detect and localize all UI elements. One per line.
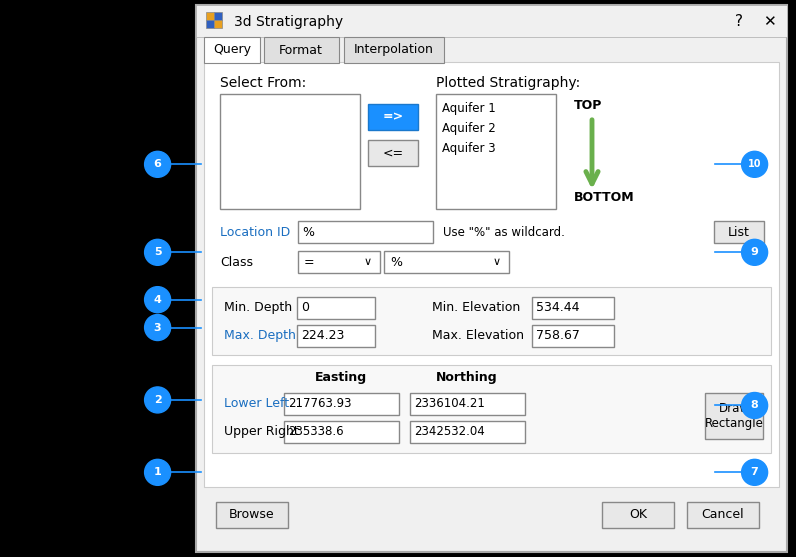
Text: 217763.93: 217763.93 (288, 397, 352, 410)
Bar (344, 37, 444, 63)
Bar (196, 5, 787, 37)
Bar (204, 62, 779, 487)
Text: 5: 5 (154, 247, 162, 257)
Text: 7: 7 (751, 467, 759, 477)
Text: 534.44: 534.44 (536, 301, 579, 314)
Text: 3: 3 (154, 323, 162, 333)
Text: 3d Stratigraphy: 3d Stratigraphy (234, 15, 343, 29)
Text: Aquifer 3: Aquifer 3 (442, 142, 496, 155)
Text: =: = (304, 256, 314, 269)
Text: Query: Query (213, 43, 251, 56)
Text: 1: 1 (154, 467, 162, 477)
Text: Min. Depth: Min. Depth (224, 301, 292, 314)
Text: 758.67: 758.67 (536, 329, 579, 342)
Bar (384, 251, 509, 273)
Text: <=: <= (382, 146, 404, 159)
Circle shape (145, 315, 170, 340)
Bar (284, 421, 399, 443)
Circle shape (145, 387, 170, 413)
Text: 9: 9 (751, 247, 759, 257)
Text: Aquifer 2: Aquifer 2 (442, 122, 496, 135)
Bar (410, 421, 525, 443)
Text: Min. Elevation: Min. Elevation (432, 301, 521, 314)
Bar (216, 502, 288, 528)
Text: OK: OK (629, 509, 647, 521)
Bar (264, 37, 339, 63)
Text: %: % (302, 226, 314, 239)
Bar (206, 12, 214, 20)
Bar (436, 94, 556, 209)
Text: 2342532.04: 2342532.04 (414, 425, 485, 438)
Text: ∨: ∨ (364, 257, 372, 267)
Bar (687, 502, 759, 528)
Text: Aquifer 1: Aquifer 1 (442, 102, 496, 115)
Text: 4: 4 (154, 295, 162, 305)
Text: Max. Depth: Max. Depth (224, 329, 296, 342)
Bar (204, 37, 260, 63)
Bar (220, 94, 360, 209)
Text: Location ID: Location ID (220, 226, 291, 239)
Bar (206, 20, 214, 28)
Text: Class: Class (220, 256, 253, 269)
Text: Format: Format (279, 43, 323, 56)
Circle shape (145, 287, 170, 312)
Text: Lower Left: Lower Left (224, 397, 289, 410)
Bar (410, 393, 525, 415)
Text: 10: 10 (748, 159, 761, 169)
Bar (284, 393, 399, 415)
Circle shape (742, 460, 767, 485)
Text: ✕: ✕ (763, 14, 775, 30)
Bar (196, 5, 787, 552)
Text: Interpolation: Interpolation (354, 43, 434, 56)
Bar (532, 325, 614, 347)
Text: ∨: ∨ (493, 257, 501, 267)
Text: Browse: Browse (229, 509, 275, 521)
Bar (297, 325, 375, 347)
Text: List: List (728, 226, 750, 239)
Bar (368, 104, 418, 130)
Circle shape (742, 152, 767, 177)
Circle shape (145, 240, 170, 265)
Text: 2: 2 (154, 395, 162, 405)
Bar (368, 140, 418, 166)
Bar (214, 20, 222, 28)
Bar (298, 251, 380, 273)
Circle shape (145, 152, 170, 177)
Bar (212, 287, 771, 355)
Bar (532, 297, 614, 319)
Text: TOP: TOP (574, 99, 603, 112)
Bar (298, 221, 433, 243)
Text: Use "%" as wildcard.: Use "%" as wildcard. (443, 226, 565, 239)
Text: Max. Elevation: Max. Elevation (432, 329, 524, 342)
Bar (212, 365, 771, 453)
Text: Select From:: Select From: (220, 76, 306, 90)
Text: 2336104.21: 2336104.21 (414, 397, 485, 410)
Circle shape (742, 240, 767, 265)
Circle shape (145, 460, 170, 485)
Bar (297, 297, 375, 319)
Text: Cancel: Cancel (702, 509, 744, 521)
Text: BOTTOM: BOTTOM (574, 191, 634, 204)
Text: ?: ? (735, 14, 743, 30)
Bar (705, 393, 763, 439)
Text: Draw
Rectangle: Draw Rectangle (704, 402, 763, 430)
Text: 224.23: 224.23 (301, 329, 345, 342)
Bar (714, 221, 764, 243)
Text: %: % (390, 256, 402, 269)
Bar (602, 502, 674, 528)
Text: 6: 6 (154, 159, 162, 169)
Text: Plotted Stratigraphy:: Plotted Stratigraphy: (436, 76, 580, 90)
Bar (214, 12, 222, 20)
Text: Easting: Easting (315, 371, 367, 384)
Text: 0: 0 (301, 301, 309, 314)
Text: 8: 8 (751, 400, 759, 411)
Text: 235338.6: 235338.6 (288, 425, 344, 438)
Text: Upper Right: Upper Right (224, 425, 298, 438)
Text: Northing: Northing (436, 371, 498, 384)
Circle shape (742, 393, 767, 418)
Text: =>: => (382, 110, 404, 124)
